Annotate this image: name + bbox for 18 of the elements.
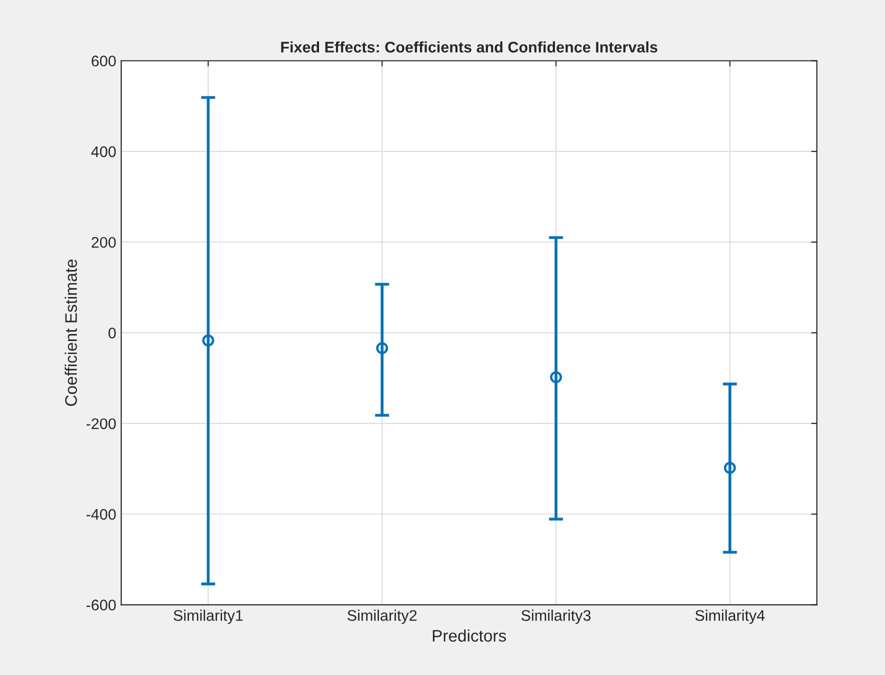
point (202, 334, 214, 346)
y-tick-label: 0 (108, 328, 116, 338)
x-axis-title: Predictors (432, 629, 506, 642)
point (376, 342, 388, 354)
y-tick-label: 200 (92, 236, 116, 248)
y-tick-label: 600 (92, 56, 116, 66)
x-tick-label: Similarity1 (174, 610, 243, 624)
y-tick-label: -600 (86, 600, 116, 610)
point (724, 462, 736, 474)
x-tick-label: Similarity4 (695, 610, 765, 624)
y-tick-label: -400 (86, 508, 116, 520)
y-tick-label: 400 (91, 146, 116, 158)
chart-title: Fixed Effects: Coefficients and Confidence Intervals (281, 41, 658, 53)
y-tick-label: -200 (86, 418, 116, 430)
y-axis-title: Coefficient Estimate (64, 260, 77, 406)
x-tick-label: Similarity3 (521, 610, 591, 624)
x-tick-label: Similarity2 (348, 610, 417, 624)
point (550, 371, 562, 384)
